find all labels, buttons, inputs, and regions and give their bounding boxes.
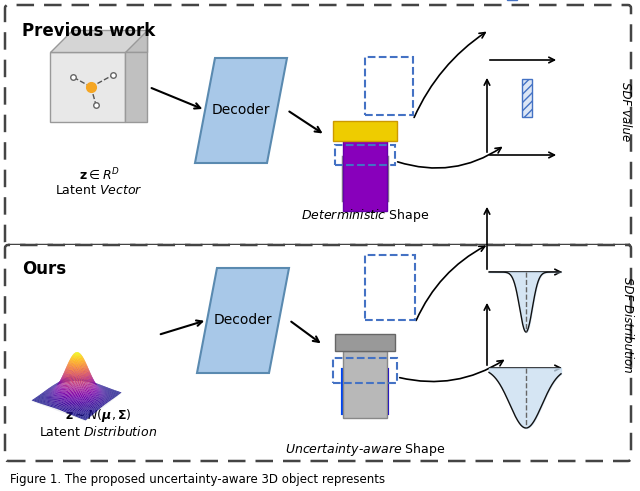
Bar	[522, 79, 532, 117]
Polygon shape	[50, 52, 125, 122]
Polygon shape	[50, 30, 147, 52]
Text: Previous work: Previous work	[22, 22, 156, 40]
Text: Latent $\it{Vector}$: Latent $\it{Vector}$	[55, 184, 143, 196]
FancyBboxPatch shape	[5, 5, 631, 245]
Polygon shape	[333, 121, 397, 141]
Polygon shape	[125, 52, 147, 122]
Bar	[333, 358, 397, 383]
Text: Figure 1. The proposed uncertainty-aware 3D object represents: Figure 1. The proposed uncertainty-aware…	[10, 473, 385, 486]
Polygon shape	[335, 334, 395, 351]
Polygon shape	[125, 30, 147, 52]
Bar	[365, 57, 413, 115]
Polygon shape	[343, 141, 387, 211]
FancyBboxPatch shape	[5, 245, 631, 461]
Text: SDF value: SDF value	[618, 82, 632, 141]
Text: Ours: Ours	[22, 260, 66, 278]
Text: $\mathbf{z} \sim N(\boldsymbol{\mu}, \boldsymbol{\Sigma})$: $\mathbf{z} \sim N(\boldsymbol{\mu}, \bo…	[65, 407, 131, 424]
Text: SDF Distribution: SDF Distribution	[621, 277, 634, 373]
Text: Decoder: Decoder	[214, 313, 272, 327]
Text: $\it{Deterministic}$ Shape: $\it{Deterministic}$ Shape	[301, 207, 429, 223]
Text: Decoder: Decoder	[212, 103, 270, 117]
Polygon shape	[195, 58, 287, 163]
Bar	[335, 145, 395, 165]
Bar	[365, 255, 415, 320]
Text: $\it{Uncertainty\text{-}aware}$ Shape: $\it{Uncertainty\text{-}aware}$ Shape	[285, 441, 445, 459]
Polygon shape	[343, 351, 387, 418]
Text: Latent $\it{Distribution}$: Latent $\it{Distribution}$	[39, 425, 157, 439]
Polygon shape	[197, 268, 289, 373]
Text: $\mathbf{z} \in R^D$: $\mathbf{z} \in R^D$	[79, 167, 120, 183]
